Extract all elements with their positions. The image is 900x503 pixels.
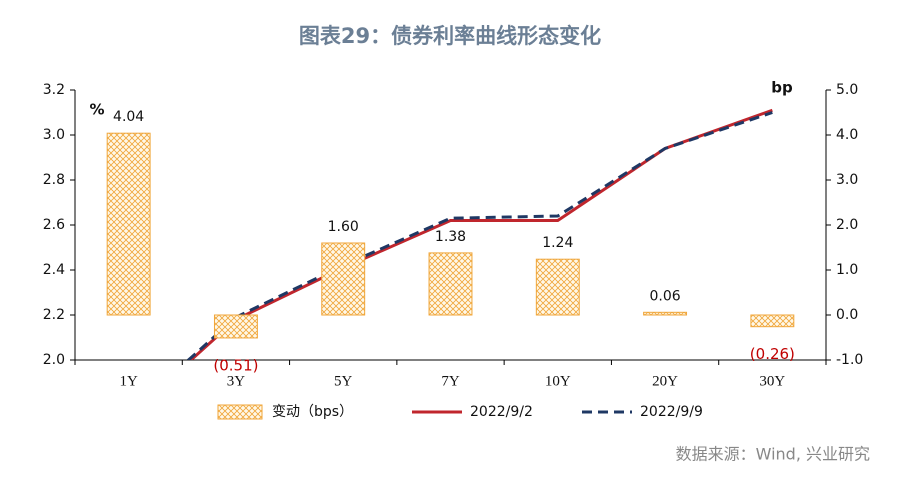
value-label: 1.24 xyxy=(542,235,573,251)
bar xyxy=(106,132,151,316)
x-tick-label: 3Y xyxy=(227,373,246,389)
y-tick-label: 2.4 xyxy=(43,262,65,278)
bar xyxy=(213,314,258,339)
y2-tick-label: 3.0 xyxy=(836,172,858,188)
bar xyxy=(321,242,366,316)
value-label: 4.04 xyxy=(113,109,144,125)
value-label: (0.26) xyxy=(750,345,795,363)
x-tick-label: 1Y xyxy=(119,373,138,389)
bar xyxy=(750,314,795,328)
x-tick-label: 20Y xyxy=(652,373,678,389)
bar xyxy=(428,252,473,316)
legend-label: 变动（bps） xyxy=(272,404,353,420)
legend-swatch xyxy=(217,404,263,420)
value-label: (0.51) xyxy=(213,356,258,374)
y2-tick-label: 5.0 xyxy=(836,82,858,98)
y-unit: % xyxy=(89,101,104,119)
y2-tick-label: 0.0 xyxy=(836,307,858,323)
y-tick-label: 2.6 xyxy=(43,217,65,233)
bar xyxy=(643,311,688,316)
value-label: 1.38 xyxy=(435,229,466,245)
chart-title: 图表29：债券利率曲线形态变化 xyxy=(299,24,601,48)
value-label: 1.60 xyxy=(328,219,359,235)
x-tick-label: 10Y xyxy=(545,373,571,389)
y2-tick-label: 1.0 xyxy=(836,262,858,278)
y-tick-label: 2.0 xyxy=(43,352,65,368)
y-tick-label: 2.8 xyxy=(43,172,65,188)
y2-unit: bp xyxy=(771,79,793,97)
y2-tick-label: 2.0 xyxy=(836,217,858,233)
x-tick-label: 5Y xyxy=(334,373,353,389)
legend-label: 2022/9/9 xyxy=(640,404,703,420)
value-label: 0.06 xyxy=(649,288,680,304)
legend-label: 2022/9/2 xyxy=(470,404,533,420)
y2-tick-label: -1.0 xyxy=(836,352,863,368)
y-tick-label: 3.2 xyxy=(43,82,65,98)
source-note: 数据来源：Wind, 兴业研究 xyxy=(676,445,870,464)
y-tick-label: 2.2 xyxy=(43,307,65,323)
x-tick-label: 7Y xyxy=(441,373,460,389)
y-tick-label: 3.0 xyxy=(43,127,65,143)
y2-tick-label: 4.0 xyxy=(836,127,858,143)
bar xyxy=(535,258,580,316)
x-tick-label: 30Y xyxy=(759,373,785,389)
